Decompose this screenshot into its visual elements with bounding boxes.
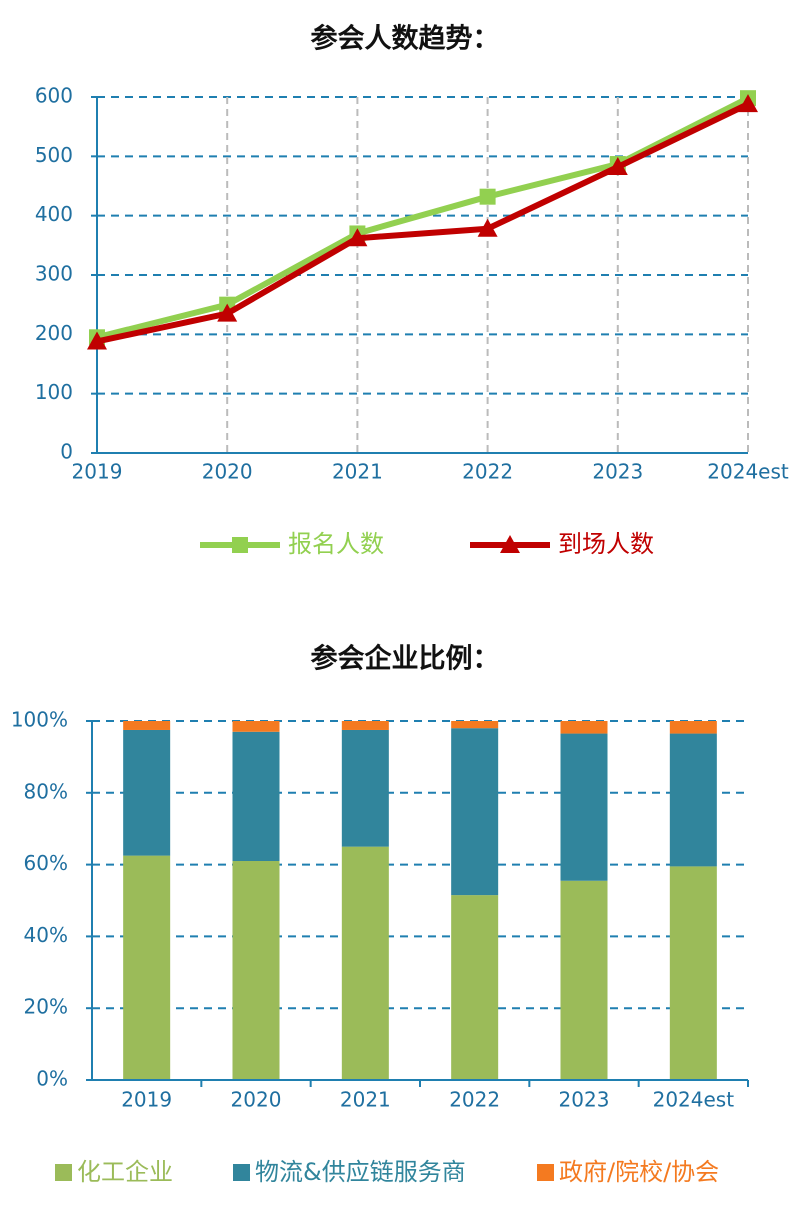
y-tick-label: 0 (60, 440, 73, 464)
bar-segment (232, 861, 280, 1080)
bar-segment (123, 721, 171, 730)
y-tick-label: 40% (24, 923, 68, 947)
legend-swatch (233, 1164, 250, 1181)
x-tick-label: 2022 (462, 460, 513, 484)
bar-segment (123, 729, 171, 856)
bar-segment (341, 846, 389, 1080)
y-tick-label: 60% (24, 851, 68, 875)
point-marker (217, 303, 238, 322)
point-marker (607, 157, 628, 176)
bar-segment (232, 721, 280, 732)
x-tick-label: 2024est (653, 1088, 735, 1112)
y-tick-label: 500 (35, 143, 73, 167)
x-tick-label: 2020 (231, 1088, 282, 1112)
series-line (96, 95, 750, 341)
bar-segment (451, 721, 499, 729)
bar-segment (560, 721, 608, 734)
y-tick-label: 400 (35, 202, 73, 226)
legend-label: 到场人数 (558, 530, 654, 558)
x-tick-label: 2023 (592, 460, 643, 484)
bar-segment (341, 721, 389, 730)
point-marker (479, 188, 496, 205)
bar-segment (341, 729, 389, 847)
x-tick-label: 2023 (559, 1088, 610, 1112)
y-tick-label: 100 (35, 380, 73, 404)
x-tick-label: 2019 (72, 460, 123, 484)
bar-segment (669, 721, 717, 734)
y-tick-label: 20% (24, 995, 68, 1019)
legend-label: 物流&供应链服务商 (255, 1158, 466, 1186)
bar-segment (123, 855, 171, 1080)
x-tick-label: 2019 (121, 1088, 172, 1112)
legend-label: 政府/院校/协会 (559, 1158, 719, 1186)
bar-segment (669, 733, 717, 867)
point-marker (87, 331, 107, 350)
x-tick-label: 2021 (332, 460, 383, 484)
legend-marker (232, 537, 248, 553)
legend-swatch (537, 1164, 554, 1181)
x-tick-label: 2022 (449, 1088, 500, 1112)
chart-title: 参会企业比例： (311, 643, 500, 675)
point-marker (738, 94, 758, 113)
legend-label: 报名人数 (288, 530, 384, 558)
point-marker (477, 218, 498, 237)
bar-segment (669, 866, 717, 1080)
bar-segment (560, 733, 608, 881)
x-tick-label: 2020 (202, 460, 253, 484)
y-tick-label: 0% (36, 1067, 68, 1091)
series-line (96, 101, 750, 345)
point-marker (347, 228, 368, 247)
legend-label: 化工企业 (77, 1158, 173, 1186)
chart-title: 参会人数趋势： (311, 23, 500, 55)
bar-segment (451, 728, 499, 896)
y-tick-label: 200 (35, 321, 73, 345)
bar-segment (560, 880, 608, 1080)
bar-segment (232, 731, 280, 862)
y-tick-label: 100% (11, 708, 68, 732)
y-tick-label: 80% (24, 779, 68, 803)
y-tick-label: 600 (35, 84, 73, 108)
bar-segment (451, 895, 499, 1080)
legend-swatch (55, 1164, 72, 1181)
y-tick-label: 300 (35, 262, 73, 286)
x-tick-label: 2021 (340, 1088, 391, 1112)
legend-marker (500, 535, 520, 553)
x-tick-label: 2024est (707, 460, 789, 484)
